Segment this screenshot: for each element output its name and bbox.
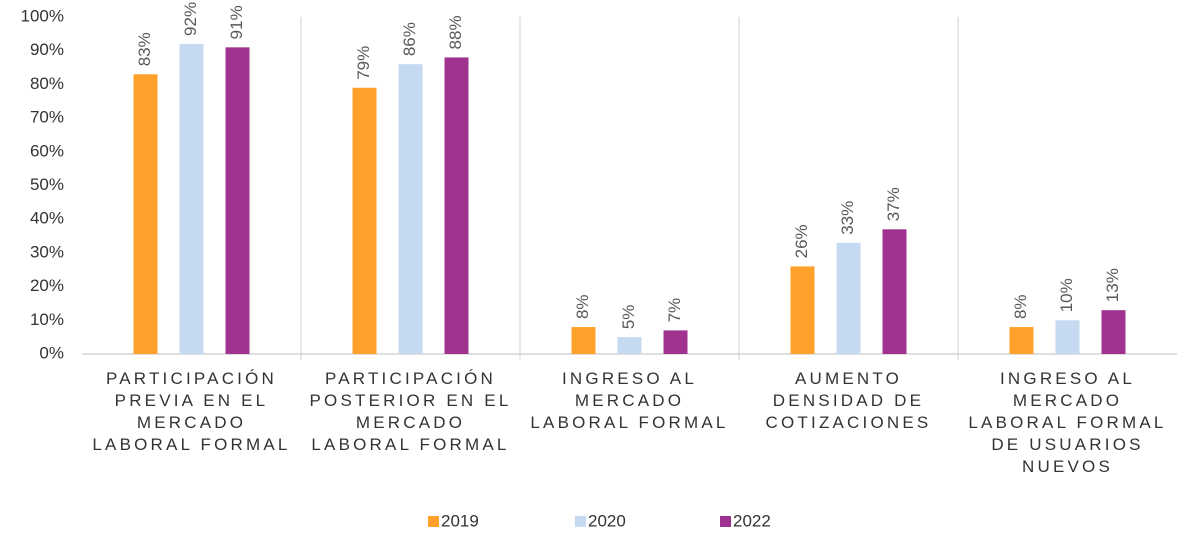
bar [398, 64, 423, 355]
bar [133, 74, 158, 354]
y-tick-label: 10% [30, 310, 64, 329]
bar [617, 337, 642, 354]
y-tick-label: 90% [30, 40, 64, 59]
x-tick-label: AUMENTO DENSIDAD DE COTIZACIONES [765, 369, 932, 432]
value-label: 83% [135, 32, 154, 66]
bar [1101, 310, 1126, 354]
value-label: 33% [838, 201, 857, 235]
y-tick-label: 60% [30, 141, 64, 160]
value-label: 91% [227, 5, 246, 39]
legend-label: 2020 [588, 511, 626, 530]
value-label: 10% [1057, 278, 1076, 312]
value-label: 5% [619, 305, 638, 330]
x-tick-label: INGRESO AL MERCADO LABORAL FORMAL DE USU… [968, 369, 1167, 476]
legend-label: 2022 [733, 511, 771, 530]
value-label: 37% [884, 187, 903, 221]
y-tick-label: 0% [39, 343, 64, 362]
y-tick-label: 80% [30, 74, 64, 93]
bar [225, 47, 250, 355]
legend-swatch [428, 516, 439, 527]
bar [663, 330, 688, 354]
bar [352, 87, 377, 355]
legend-label: 2019 [441, 511, 479, 530]
y-tick-label: 100% [21, 6, 64, 25]
value-label: 26% [792, 224, 811, 258]
y-tick-label: 70% [30, 108, 64, 127]
value-label: 86% [400, 22, 419, 56]
x-tick-label: PARTICIPACIÓN POSTERIOR EN EL MERCADO LA… [309, 369, 512, 454]
bar [882, 229, 907, 354]
value-label: 7% [665, 298, 684, 323]
bar [790, 266, 815, 354]
y-tick-label: 30% [30, 242, 64, 261]
value-label: 8% [573, 294, 592, 319]
x-tick-label: PARTICIPACIÓN PREVIA EN EL MERCADO LABOR… [92, 369, 291, 454]
legend-swatch [575, 516, 586, 527]
x-tick-label: INGRESO AL MERCADO LABORAL FORMAL [530, 369, 729, 432]
bar [1009, 327, 1034, 354]
value-label: 79% [354, 46, 373, 80]
value-label: 13% [1103, 268, 1122, 302]
y-tick-label: 50% [30, 175, 64, 194]
value-label: 92% [181, 2, 200, 36]
value-label: 8% [1011, 294, 1030, 319]
bar [444, 57, 469, 354]
bar [836, 242, 861, 354]
y-tick-label: 20% [30, 276, 64, 295]
bar [571, 327, 596, 354]
y-tick-label: 40% [30, 209, 64, 228]
bar [179, 43, 204, 355]
value-label: 88% [446, 15, 465, 49]
bar [1055, 320, 1080, 354]
legend-swatch [720, 516, 731, 527]
